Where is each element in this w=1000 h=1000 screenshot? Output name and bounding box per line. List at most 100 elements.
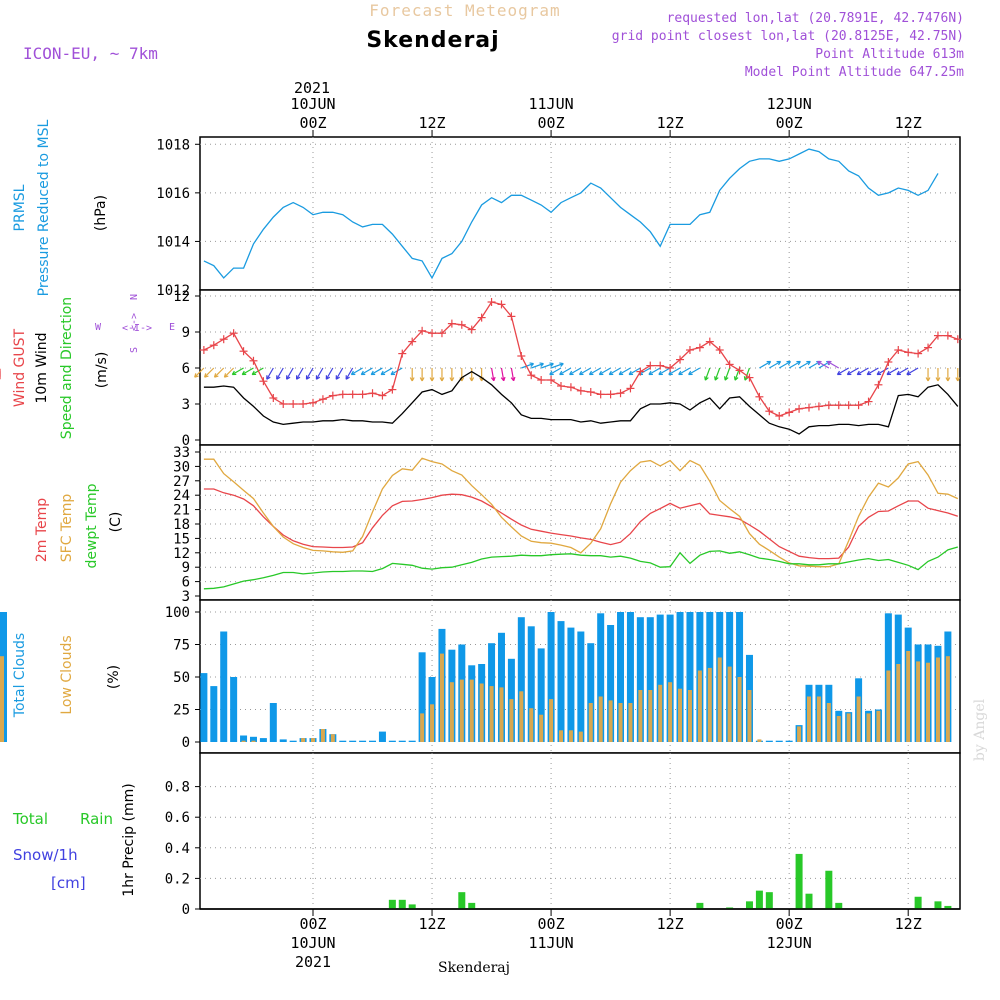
wind-gust-marker (487, 298, 496, 306)
temp-sfc-label: SFC Temp (59, 494, 75, 563)
temperature-ytick-label: 18 (173, 517, 190, 533)
wind-gust-marker (457, 320, 466, 329)
clouds-bar (547, 612, 555, 742)
temperature-series-1 (203, 457, 959, 568)
wind-gust-marker (318, 395, 327, 404)
pressure-panel: 1014 1016 1018 1012 (156, 136, 961, 299)
wind-gust-marker (219, 335, 228, 344)
clouds-ytick-label: 50 (173, 670, 190, 686)
clouds-bar (717, 657, 722, 742)
wind-gust-label: Wind GUST (12, 328, 28, 407)
clouds-bar (241, 740, 246, 742)
wind-arrow (788, 360, 801, 369)
clouds-bar (369, 740, 377, 742)
wind-gust-marker (953, 335, 962, 344)
top-axis-label: 00Z (299, 114, 326, 132)
wind-arrow (955, 368, 961, 382)
clouds-bar (539, 714, 544, 742)
pressure-label-1: PRMSL (12, 184, 28, 231)
pressure-label-2: Pressure Reduced to MSL (36, 119, 52, 296)
clouds-bar (727, 666, 732, 742)
bottom-axis-label: 00Z (538, 915, 565, 933)
temperature-ytick-label: 3 (182, 589, 190, 605)
temperature-ytick-label: 24 (173, 488, 190, 504)
bottom-axis-label: 11JUN (529, 934, 574, 952)
precip-panel: 0 0.2 0.4 0.6 0.8 (165, 752, 961, 918)
clouds-bar (567, 627, 575, 742)
clouds-bar (678, 688, 683, 742)
wind-arrow (409, 368, 415, 382)
clouds-bar (607, 625, 615, 742)
wind-gust-marker (348, 390, 357, 399)
precip-bar (408, 904, 416, 909)
wind-gust-marker (596, 390, 605, 399)
wind-arrow (628, 367, 641, 376)
bottom-axis-label: 00Z (299, 915, 326, 933)
wind-arrow (648, 367, 661, 376)
top-axis-label: 12Z (418, 114, 445, 132)
precip-bar (795, 853, 803, 909)
clouds-bar (349, 740, 357, 742)
panel-labels: PRMSL Pressure Reduced to MSL (hPa) Wind… (12, 119, 175, 896)
clouds-bar (836, 716, 841, 742)
clouds-bar (489, 686, 494, 742)
clouds-bar (856, 696, 861, 742)
precip-bar (388, 899, 396, 909)
clouds-bar (916, 661, 921, 742)
wind-arrow (569, 367, 582, 376)
wind-unit: (m/s) (94, 352, 110, 389)
clouds-bar (269, 703, 277, 742)
precip-bar (944, 905, 952, 909)
clouds-bar (598, 696, 603, 742)
wind-gust-marker (358, 390, 367, 399)
location-title: Skenderaj (366, 28, 499, 53)
wind-arrow (286, 367, 294, 380)
wind-gust-marker (745, 373, 754, 382)
wind-arrow (714, 367, 721, 381)
clouds-panel: 0 25 50 75 100 (0, 599, 961, 754)
precip-ytick-label: 0.8 (165, 780, 190, 796)
clouds-bar (398, 740, 406, 742)
clouds-bar (638, 690, 643, 742)
wind-arrow (846, 367, 859, 376)
wind-gust-marker (338, 390, 347, 399)
wind-gust-marker (289, 400, 298, 408)
precip-ytick-label: 0.4 (165, 841, 190, 857)
wind-arrow (704, 367, 711, 381)
clouds-bar (418, 652, 426, 742)
wind-arrow (798, 360, 811, 369)
wind-arrow (315, 367, 324, 380)
precip-bar (755, 890, 763, 909)
point-altitude: Point Altitude 613m (815, 47, 964, 62)
wind-arrow (449, 368, 455, 382)
clouds-bar (311, 738, 315, 742)
wind-gust-marker (795, 404, 804, 413)
wind-gust-marker (388, 385, 397, 394)
clouds-bar (658, 684, 663, 742)
wind-arrow (325, 367, 334, 380)
bottom-axis-label: 12Z (657, 915, 684, 933)
precip-bar (726, 907, 734, 909)
wind-10m-label: 10m Wind (34, 332, 50, 403)
temperature-frame (199, 444, 961, 601)
wind-gust-marker (209, 341, 218, 350)
wind-gust-marker (805, 403, 813, 412)
clouds-bar (617, 612, 625, 742)
wind-gust-marker (824, 401, 833, 410)
wind-gust-marker (566, 383, 575, 392)
wind-gust-marker (785, 408, 794, 417)
wind-gust-marker (368, 389, 377, 398)
clouds-bar (200, 673, 208, 742)
bottom-location-label: Skenderaj (438, 960, 510, 976)
compass-east: E (169, 322, 175, 333)
clouds-bar (378, 731, 386, 742)
clouds-bar (668, 682, 673, 742)
compass-south: S (129, 347, 140, 353)
clouds-bar (775, 740, 783, 742)
wind-gust-marker (408, 337, 417, 346)
precip-ytick-label: 0.6 (165, 810, 190, 826)
wind-arrow (213, 367, 225, 378)
top-axis-label: 11JUN (529, 95, 574, 113)
wind-panel: 0 3 6 9 12 (0, 289, 962, 449)
